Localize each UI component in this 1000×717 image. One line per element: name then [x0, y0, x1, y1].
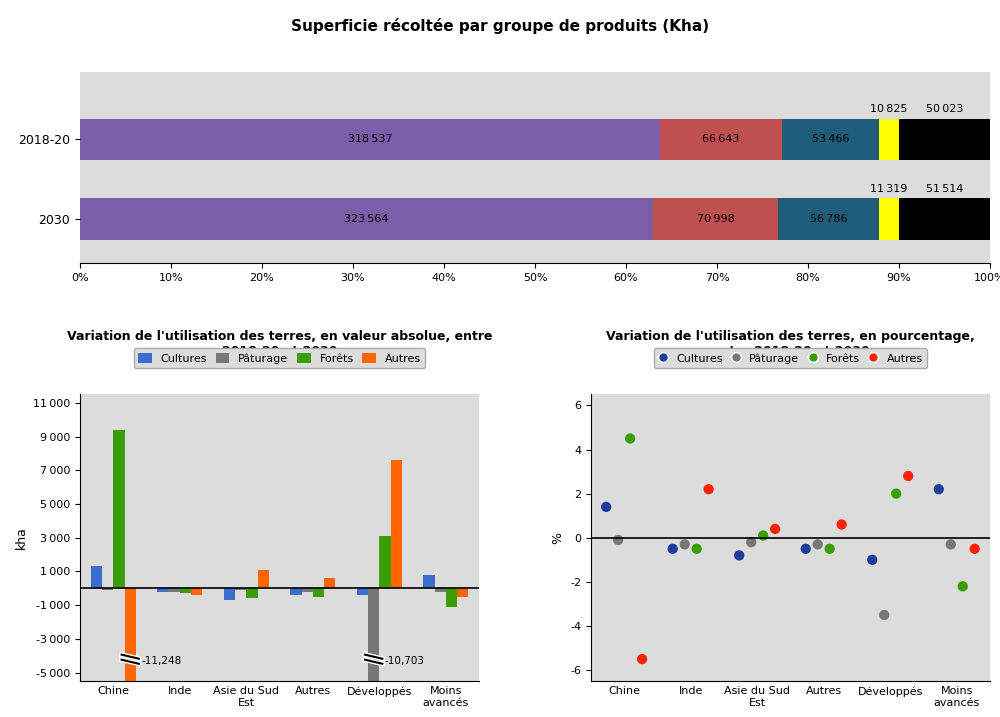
Bar: [224, 589, 235, 600]
Legend: Cultures, Pâturage, Forêts, Autres: Cultures, Pâturage, Forêts, Autres: [134, 348, 425, 368]
Title: Variation de l'utilisation des terres, en valeur absolue, entre
2018-20 et 2030: Variation de l'utilisation des terres, e…: [67, 331, 492, 358]
Text: 70 998: 70 998: [697, 214, 734, 224]
Bar: [391, 460, 402, 589]
Text: 318 537: 318 537: [348, 134, 392, 144]
Point: [822, 543, 838, 554]
Bar: [102, 589, 113, 590]
Bar: [879, 199, 899, 239]
Text: 50 023: 50 023: [926, 104, 963, 114]
Bar: [258, 570, 269, 589]
Point: [955, 581, 971, 592]
Text: 66 643: 66 643: [702, 134, 740, 144]
Bar: [91, 566, 102, 589]
Text: 10 825: 10 825: [870, 104, 908, 114]
Bar: [191, 589, 202, 595]
Text: 51 514: 51 514: [926, 184, 963, 194]
Bar: [324, 578, 335, 589]
Point: [743, 536, 759, 548]
Bar: [113, 429, 125, 589]
Bar: [368, 589, 379, 681]
Bar: [899, 199, 990, 239]
Point: [610, 534, 626, 546]
Bar: [778, 199, 879, 239]
Text: Superficie récoltée par groupe de produits (Kha): Superficie récoltée par groupe de produi…: [291, 18, 709, 34]
Point: [755, 530, 771, 541]
Bar: [357, 589, 368, 595]
Bar: [168, 589, 180, 592]
Point: [598, 501, 614, 513]
Point: [622, 433, 638, 445]
Point: [701, 483, 717, 495]
Bar: [899, 119, 990, 160]
Point: [888, 488, 904, 499]
Bar: [157, 589, 168, 592]
Text: 56 786: 56 786: [810, 214, 847, 224]
Point: [931, 483, 947, 495]
Bar: [235, 589, 246, 590]
Point: [943, 538, 959, 550]
Point: [689, 543, 705, 554]
Y-axis label: kha: kha: [14, 526, 27, 549]
Bar: [180, 589, 191, 594]
Bar: [125, 589, 136, 681]
Text: 323 564: 323 564: [344, 214, 389, 224]
Bar: [660, 119, 782, 160]
Y-axis label: %: %: [551, 532, 564, 543]
Point: [677, 538, 693, 550]
Bar: [435, 589, 446, 592]
Point: [900, 470, 916, 482]
Bar: [246, 589, 258, 599]
Text: 11 319: 11 319: [870, 184, 908, 194]
Bar: [653, 199, 778, 239]
Bar: [782, 119, 879, 160]
Bar: [446, 589, 457, 607]
Legend: Cultures, Pâturage, Forêts, Autres: Cultures, Pâturage, Forêts, Autres: [654, 348, 927, 368]
Text: -10,703: -10,703: [385, 656, 425, 666]
Bar: [290, 589, 302, 595]
Text: -11,248: -11,248: [142, 656, 182, 666]
Bar: [423, 575, 435, 589]
Bar: [80, 199, 653, 239]
Point: [798, 543, 814, 554]
Title: Variation de l'utilisation des terres, en pourcentage,
entre 2018-20 et 2030: Variation de l'utilisation des terres, e…: [606, 331, 975, 358]
Point: [876, 609, 892, 621]
Point: [864, 554, 880, 566]
Bar: [80, 119, 660, 160]
Point: [967, 543, 983, 554]
Bar: [313, 589, 324, 597]
Bar: [302, 589, 313, 592]
Point: [731, 550, 747, 561]
Point: [810, 538, 826, 550]
Bar: [457, 589, 468, 597]
Text: 53 466: 53 466: [812, 134, 849, 144]
Point: [767, 523, 783, 535]
Point: [634, 653, 650, 665]
Point: [665, 543, 681, 554]
Bar: [379, 536, 391, 589]
Bar: [879, 119, 899, 160]
Point: [834, 519, 850, 531]
